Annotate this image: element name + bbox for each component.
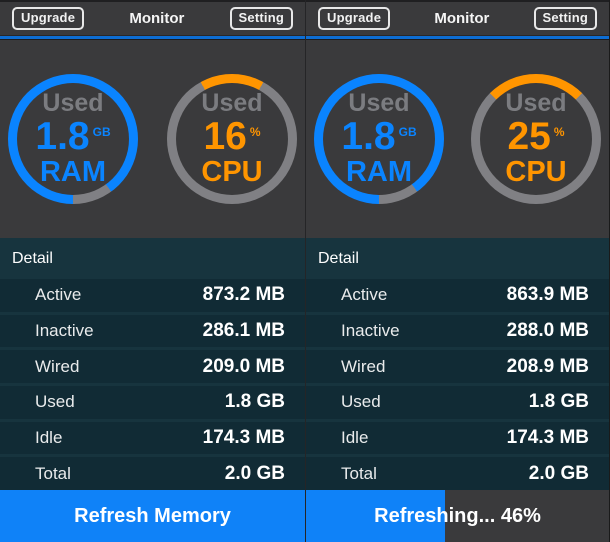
- cpu-gauge: Used 25 % CPU: [471, 74, 601, 204]
- cpu-used-label: Used: [201, 89, 263, 118]
- upgrade-button[interactable]: Upgrade: [12, 7, 85, 30]
- row-label: Active: [35, 285, 82, 305]
- ram-value: 1.8: [35, 115, 90, 159]
- cpu-unit: %: [249, 125, 261, 140]
- ram-unit: GB: [92, 125, 111, 140]
- ram-unit: GB: [398, 125, 417, 140]
- row-label: Wired: [341, 356, 386, 376]
- table-row: Idle 174.3 MB: [0, 421, 305, 455]
- monitor-panel-left: Upgrade Monitor Setting Used 1.8 GB RAM …: [0, 0, 305, 542]
- row-value: 209.0 MB: [202, 355, 285, 377]
- refresh-memory-button[interactable]: Refresh Memory: [0, 490, 305, 542]
- cpu-used-label: Used: [505, 89, 567, 118]
- row-value: 286.1 MB: [202, 320, 285, 341]
- row-label: Total: [35, 463, 71, 483]
- upgrade-button[interactable]: Upgrade: [318, 7, 391, 30]
- ram-value: 1.8: [341, 115, 396, 159]
- row-value: 863.9 MB: [506, 284, 589, 306]
- refresh-button-label: Refresh Memory: [74, 504, 231, 527]
- refresh-memory-button[interactable]: Refreshing... 46%: [306, 490, 609, 542]
- setting-button[interactable]: Setting: [229, 7, 293, 30]
- row-label: Inactive: [341, 321, 400, 340]
- table-row: Used 1.8 GB: [306, 386, 609, 419]
- ram-gauge-content: Used 1.8 GB RAM: [8, 74, 138, 204]
- table-row: Used 1.8 GB: [0, 386, 305, 419]
- row-label: Used: [341, 392, 381, 412]
- cpu-value: 16: [203, 115, 247, 159]
- ram-gauge-content: Used 1.8 GB RAM: [314, 74, 444, 204]
- ram-caption: RAM: [345, 156, 413, 189]
- cpu-gauge: Used 16 % CPU: [167, 74, 297, 204]
- nav-bar: Upgrade Monitor Setting: [0, 0, 305, 35]
- cpu-gauge-content: Used 16 % CPU: [167, 74, 297, 204]
- row-value: 2.0 GB: [224, 462, 285, 484]
- table-row: Active 863.9 MB: [306, 279, 609, 312]
- row-value: 174.3 MB: [202, 427, 285, 449]
- detail-header: Detail: [318, 249, 359, 267]
- ram-caption: RAM: [39, 156, 107, 189]
- monitor-panel-right: Upgrade Monitor Setting Used 1.8 GB RAM …: [305, 0, 609, 542]
- table-row: Total 2.0 GB: [0, 457, 305, 491]
- ram-gauge: Used 1.8 GB RAM: [8, 74, 138, 204]
- gauge-area: Used 1.8 GB RAM Used 25 % CPU: [306, 40, 609, 238]
- detail-section: Detail Active 873.2 MB Inactive 286.1 MB…: [0, 238, 305, 491]
- row-label: Idle: [35, 428, 63, 448]
- ram-used-label: Used: [348, 89, 410, 118]
- row-label: Used: [35, 392, 75, 412]
- table-row: Inactive 286.1 MB: [0, 314, 305, 348]
- row-label: Active: [341, 285, 388, 305]
- row-label: Wired: [35, 356, 80, 376]
- detail-table: Active 873.2 MB Inactive 286.1 MB Wired …: [0, 279, 305, 491]
- row-value: 174.3 MB: [506, 427, 589, 449]
- table-row: Active 873.2 MB: [0, 279, 305, 312]
- row-label: Inactive: [35, 321, 94, 340]
- nav-divider: [306, 35, 609, 40]
- refresh-progress-fill: [0, 490, 305, 542]
- table-row: Total 2.0 GB: [306, 457, 609, 491]
- table-row: Inactive 288.0 MB: [306, 314, 609, 348]
- refresh-status-label: Refreshing... 46%: [374, 504, 541, 527]
- table-row: Wired 208.9 MB: [306, 350, 609, 384]
- setting-button[interactable]: Setting: [533, 7, 597, 30]
- row-label: Idle: [341, 428, 369, 448]
- row-value: 1.8 GB: [528, 391, 589, 413]
- gauge-area: Used 1.8 GB RAM Used 16 % CPU: [0, 40, 305, 238]
- cpu-caption: CPU: [201, 156, 263, 189]
- cpu-value: 25: [507, 115, 551, 159]
- row-value: 208.9 MB: [506, 355, 589, 377]
- detail-section: Detail Active 863.9 MB Inactive 288.0 MB…: [306, 238, 609, 491]
- nav-divider: [0, 35, 305, 40]
- detail-table: Active 863.9 MB Inactive 288.0 MB Wired …: [306, 279, 609, 491]
- page-title: Monitor: [129, 10, 185, 27]
- row-label: Total: [341, 463, 377, 483]
- row-value: 288.0 MB: [506, 320, 589, 341]
- ram-gauge: Used 1.8 GB RAM: [314, 74, 444, 204]
- refresh-progress-fill: [306, 490, 446, 542]
- page-title: Monitor: [434, 10, 490, 27]
- table-row: Wired 209.0 MB: [0, 350, 305, 384]
- table-row: Idle 174.3 MB: [306, 421, 609, 455]
- row-value: 2.0 GB: [528, 462, 589, 484]
- cpu-unit: %: [553, 125, 565, 140]
- cpu-caption: CPU: [505, 156, 567, 189]
- cpu-gauge-content: Used 25 % CPU: [471, 74, 601, 204]
- row-value: 873.2 MB: [202, 284, 285, 306]
- ram-used-label: Used: [42, 89, 104, 118]
- row-value: 1.8 GB: [224, 391, 285, 413]
- detail-header: Detail: [12, 249, 53, 267]
- nav-bar: Upgrade Monitor Setting: [306, 0, 609, 35]
